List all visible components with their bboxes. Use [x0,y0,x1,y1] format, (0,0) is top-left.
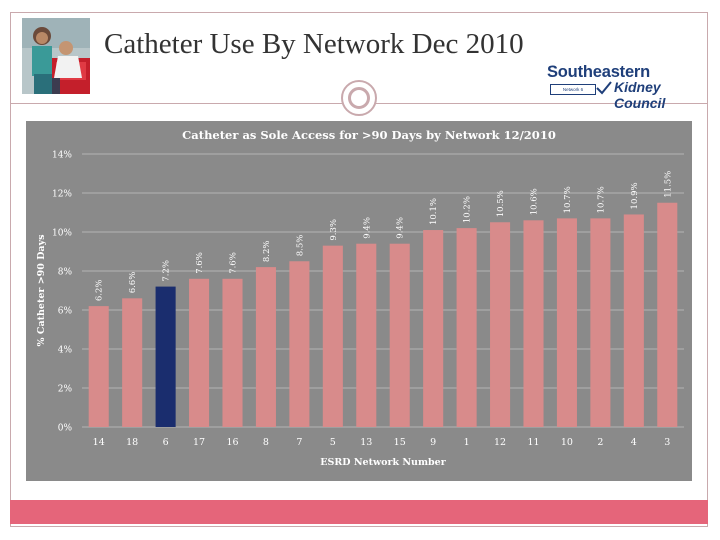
y-tick-label: 12% [52,190,72,200]
bar-network-15 [389,243,410,427]
data-label: 7.6% [195,252,205,274]
x-tick-label: 17 [193,437,205,448]
logo-line-2: Kidney Council [614,79,666,111]
data-label: 11.5% [663,171,673,198]
x-tick-label: 10 [561,437,573,448]
bar-network-10 [556,218,577,427]
logo-swoosh-icon [596,81,612,95]
chart-svg: Catheter as Sole Access for >90 Days by … [26,121,692,481]
logo-line-1: Southeastern [547,63,651,81]
y-tick-label: 14% [52,151,72,161]
data-label: 9.3% [329,219,339,241]
slide-frame [10,12,708,527]
x-tick-label: 4 [631,437,637,448]
data-label: 10.7% [596,186,606,213]
decorative-circle-inner [348,87,370,109]
y-tick-label: 2% [58,385,73,395]
bar-network-8 [255,267,276,427]
bar-network-17 [189,278,210,427]
x-tick-label: 14 [93,437,105,448]
data-label: 10.9% [630,182,640,209]
x-tick-label: 12 [494,437,506,448]
y-axis-label: % Catheter >90 Days [36,235,47,347]
slide-title: Catheter Use By Network Dec 2010 [104,28,524,60]
logo-small-box: Network 6 [550,84,596,95]
y-tick-label: 4% [58,346,73,356]
data-label: 10.1% [429,198,439,225]
bar-network-12 [490,222,511,427]
data-label: 9.4% [362,217,372,239]
bar-network-4 [623,214,644,427]
bar-network-13 [356,243,377,427]
data-label: 10.2% [463,196,473,223]
header-photo [22,18,90,94]
data-label: 9.4% [396,217,406,239]
bar-network-18 [122,298,143,427]
data-label: 6.6% [128,272,138,294]
data-label: 8.5% [295,235,305,257]
bar-network-14 [88,306,109,427]
bar-network-2 [590,218,611,427]
bar-network-1 [456,228,477,427]
y-tick-label: 8% [58,268,73,278]
bar-network-7 [289,261,310,427]
x-tick-label: 18 [126,437,138,448]
data-label: 10.5% [496,190,506,217]
x-tick-label: 13 [360,437,372,448]
y-tick-label: 10% [52,229,72,239]
bar-network-3 [657,202,678,427]
x-tick-label: 6 [163,437,169,448]
data-label: 7.2% [162,260,172,282]
chart-title: Catheter as Sole Access for >90 Days by … [182,128,556,142]
bar-network-6 [155,286,176,427]
y-tick-label: 0% [58,424,73,434]
bar-network-16 [222,278,243,427]
bar-network-9 [423,230,444,427]
data-label: 8.2% [262,240,272,262]
x-axis-label: ESRD Network Number [320,457,446,468]
bar-network-5 [322,245,343,427]
decorative-circle [341,80,377,116]
data-label: 7.6% [229,252,239,274]
bar-chart: Catheter as Sole Access for >90 Days by … [26,121,692,481]
bar-network-11 [523,220,544,427]
y-tick-label: 6% [58,307,73,317]
x-tick-label: 7 [296,437,302,448]
x-tick-label: 16 [226,437,238,448]
data-label: 6.2% [95,279,105,301]
data-label: 10.6% [530,188,540,215]
x-tick-label: 1 [464,437,470,448]
x-tick-label: 5 [330,437,336,448]
x-tick-label: 11 [527,437,539,448]
data-label: 10.7% [563,186,573,213]
x-tick-label: 3 [664,437,670,448]
x-tick-label: 2 [597,437,603,448]
x-tick-label: 8 [263,437,269,448]
x-tick-label: 15 [394,437,406,448]
footer-bar [10,500,708,524]
x-tick-label: 9 [430,437,436,448]
southeastern-kidney-council-logo: Southeastern Network 6 Kidney Council [547,63,697,111]
